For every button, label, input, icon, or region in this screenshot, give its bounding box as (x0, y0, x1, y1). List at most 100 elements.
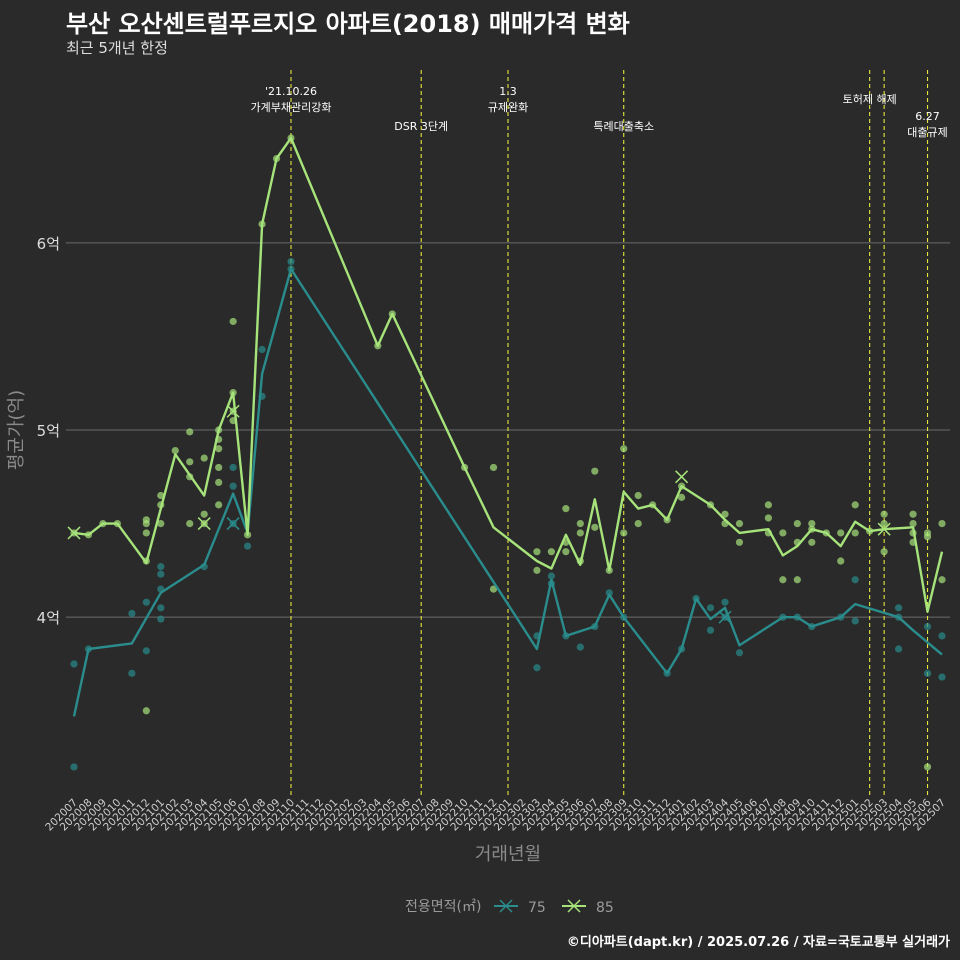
policy-lines-layer (290, 70, 929, 795)
data-point-75 (895, 604, 903, 612)
data-point-85 (591, 467, 599, 475)
data-point-85 (489, 585, 498, 593)
data-point-85 (909, 510, 917, 518)
data-point-85 (215, 463, 223, 472)
data-point-85 (562, 505, 570, 513)
data-point-85 (735, 538, 744, 546)
data-point-85 (779, 529, 787, 537)
data-point-85 (678, 493, 686, 501)
x-axis-title: 거래년월 (475, 844, 541, 865)
data-point-75 (735, 649, 744, 657)
data-point-85 (923, 533, 932, 541)
data-point-85 (620, 529, 628, 537)
data-point-75 (938, 673, 946, 681)
legend-label: 75 (528, 900, 546, 916)
data-point-85 (562, 548, 570, 556)
data-point-85 (576, 519, 584, 528)
data-point-75 (895, 645, 903, 653)
chart-title: 부산 오산센트럴푸르지오 아파트(2018) 매매가격 변화 (66, 10, 630, 38)
data-point-85 (938, 576, 946, 584)
data-point-75 (229, 463, 237, 472)
data-point-85 (793, 576, 801, 584)
data-point-85 (938, 519, 946, 528)
cancelled-marker-layer (67, 404, 891, 624)
y-axis-title: 평균가(억) (6, 390, 27, 470)
data-point-85 (779, 576, 787, 584)
data-point-85 (591, 523, 599, 531)
data-point-85 (215, 501, 223, 509)
legend-title: 전용면적(㎡) (405, 899, 481, 915)
cross-stroke (675, 470, 689, 484)
cross-stroke (877, 522, 891, 536)
data-point-85 (880, 519, 888, 528)
series-line-75 (72, 267, 943, 717)
data-point-85 (837, 557, 845, 565)
series-line-85 (73, 136, 944, 613)
data-point-75 (70, 763, 78, 771)
data-point-75 (128, 669, 136, 677)
data-point-85 (909, 519, 917, 528)
data-point-75 (142, 647, 150, 655)
y-tick-label: 5억 (37, 422, 60, 440)
data-point-85 (533, 566, 541, 574)
axis-layer: 4억5억6억2020072020082020092020102020112020… (6, 235, 948, 865)
policy-annotation: 대출규제 (907, 126, 947, 139)
data-point-85 (793, 519, 801, 528)
legend-cross (499, 899, 513, 913)
cancelled-marker-75 (718, 610, 732, 624)
data-point-85 (837, 529, 845, 537)
data-point-85 (808, 519, 816, 528)
chart-subtitle: 최근 5개년 한정 (66, 39, 168, 57)
data-point-85 (764, 514, 773, 522)
data-point-85 (186, 458, 194, 466)
data-point-85 (229, 317, 237, 326)
cross-stroke (67, 526, 81, 540)
policy-annotation: 토허제 해제 (843, 92, 897, 106)
data-point-75 (576, 643, 584, 651)
data-point-75 (142, 598, 150, 606)
data-point-75 (706, 604, 715, 612)
data-point-85 (489, 463, 498, 472)
cancelled-marker-85 (877, 522, 891, 536)
data-point-75 (547, 572, 556, 580)
data-point-85 (186, 428, 194, 436)
data-point-75 (157, 604, 165, 612)
data-point-85 (620, 445, 628, 453)
data-point-85 (186, 519, 194, 528)
cross-stroke (197, 517, 211, 531)
series-line-layer (72, 136, 944, 717)
data-point-75 (287, 257, 295, 266)
policy-annotation: 1.3 (499, 85, 517, 98)
legend-item-75: 75 (494, 899, 546, 916)
data-point-85 (142, 529, 150, 537)
data-point-85 (215, 445, 223, 453)
data-point-75 (157, 615, 165, 623)
data-point-85 (923, 763, 932, 771)
data-point-75 (128, 609, 136, 618)
data-point-85 (142, 707, 150, 715)
data-point-85 (634, 491, 642, 500)
legend-item-85: 85 (562, 899, 614, 916)
data-point-85 (808, 538, 816, 546)
policy-annotation: 규제완화 (488, 101, 528, 114)
data-point-75 (258, 345, 266, 354)
data-point-85 (171, 446, 179, 455)
y-tick-label: 4억 (37, 609, 60, 627)
data-point-85 (215, 478, 223, 487)
data-point-85 (851, 501, 859, 509)
data-point-75 (229, 482, 237, 490)
data-point-85 (721, 510, 729, 518)
cross-stroke (718, 610, 732, 624)
policy-annotation: 특례대출축소 (593, 120, 654, 133)
data-point-75 (70, 660, 78, 668)
legend: 전용면적(㎡) 75 85 (405, 899, 614, 916)
data-point-85 (142, 519, 150, 528)
data-point-85 (547, 548, 556, 556)
data-point-85 (200, 454, 208, 462)
data-point-75 (157, 563, 165, 571)
legend-label: 85 (596, 900, 614, 916)
cancelled-marker-85 (197, 517, 211, 531)
legend-cross (567, 899, 581, 913)
policy-annotation: DSR 3단계 (394, 120, 448, 133)
cancelled-marker-85 (67, 526, 81, 540)
